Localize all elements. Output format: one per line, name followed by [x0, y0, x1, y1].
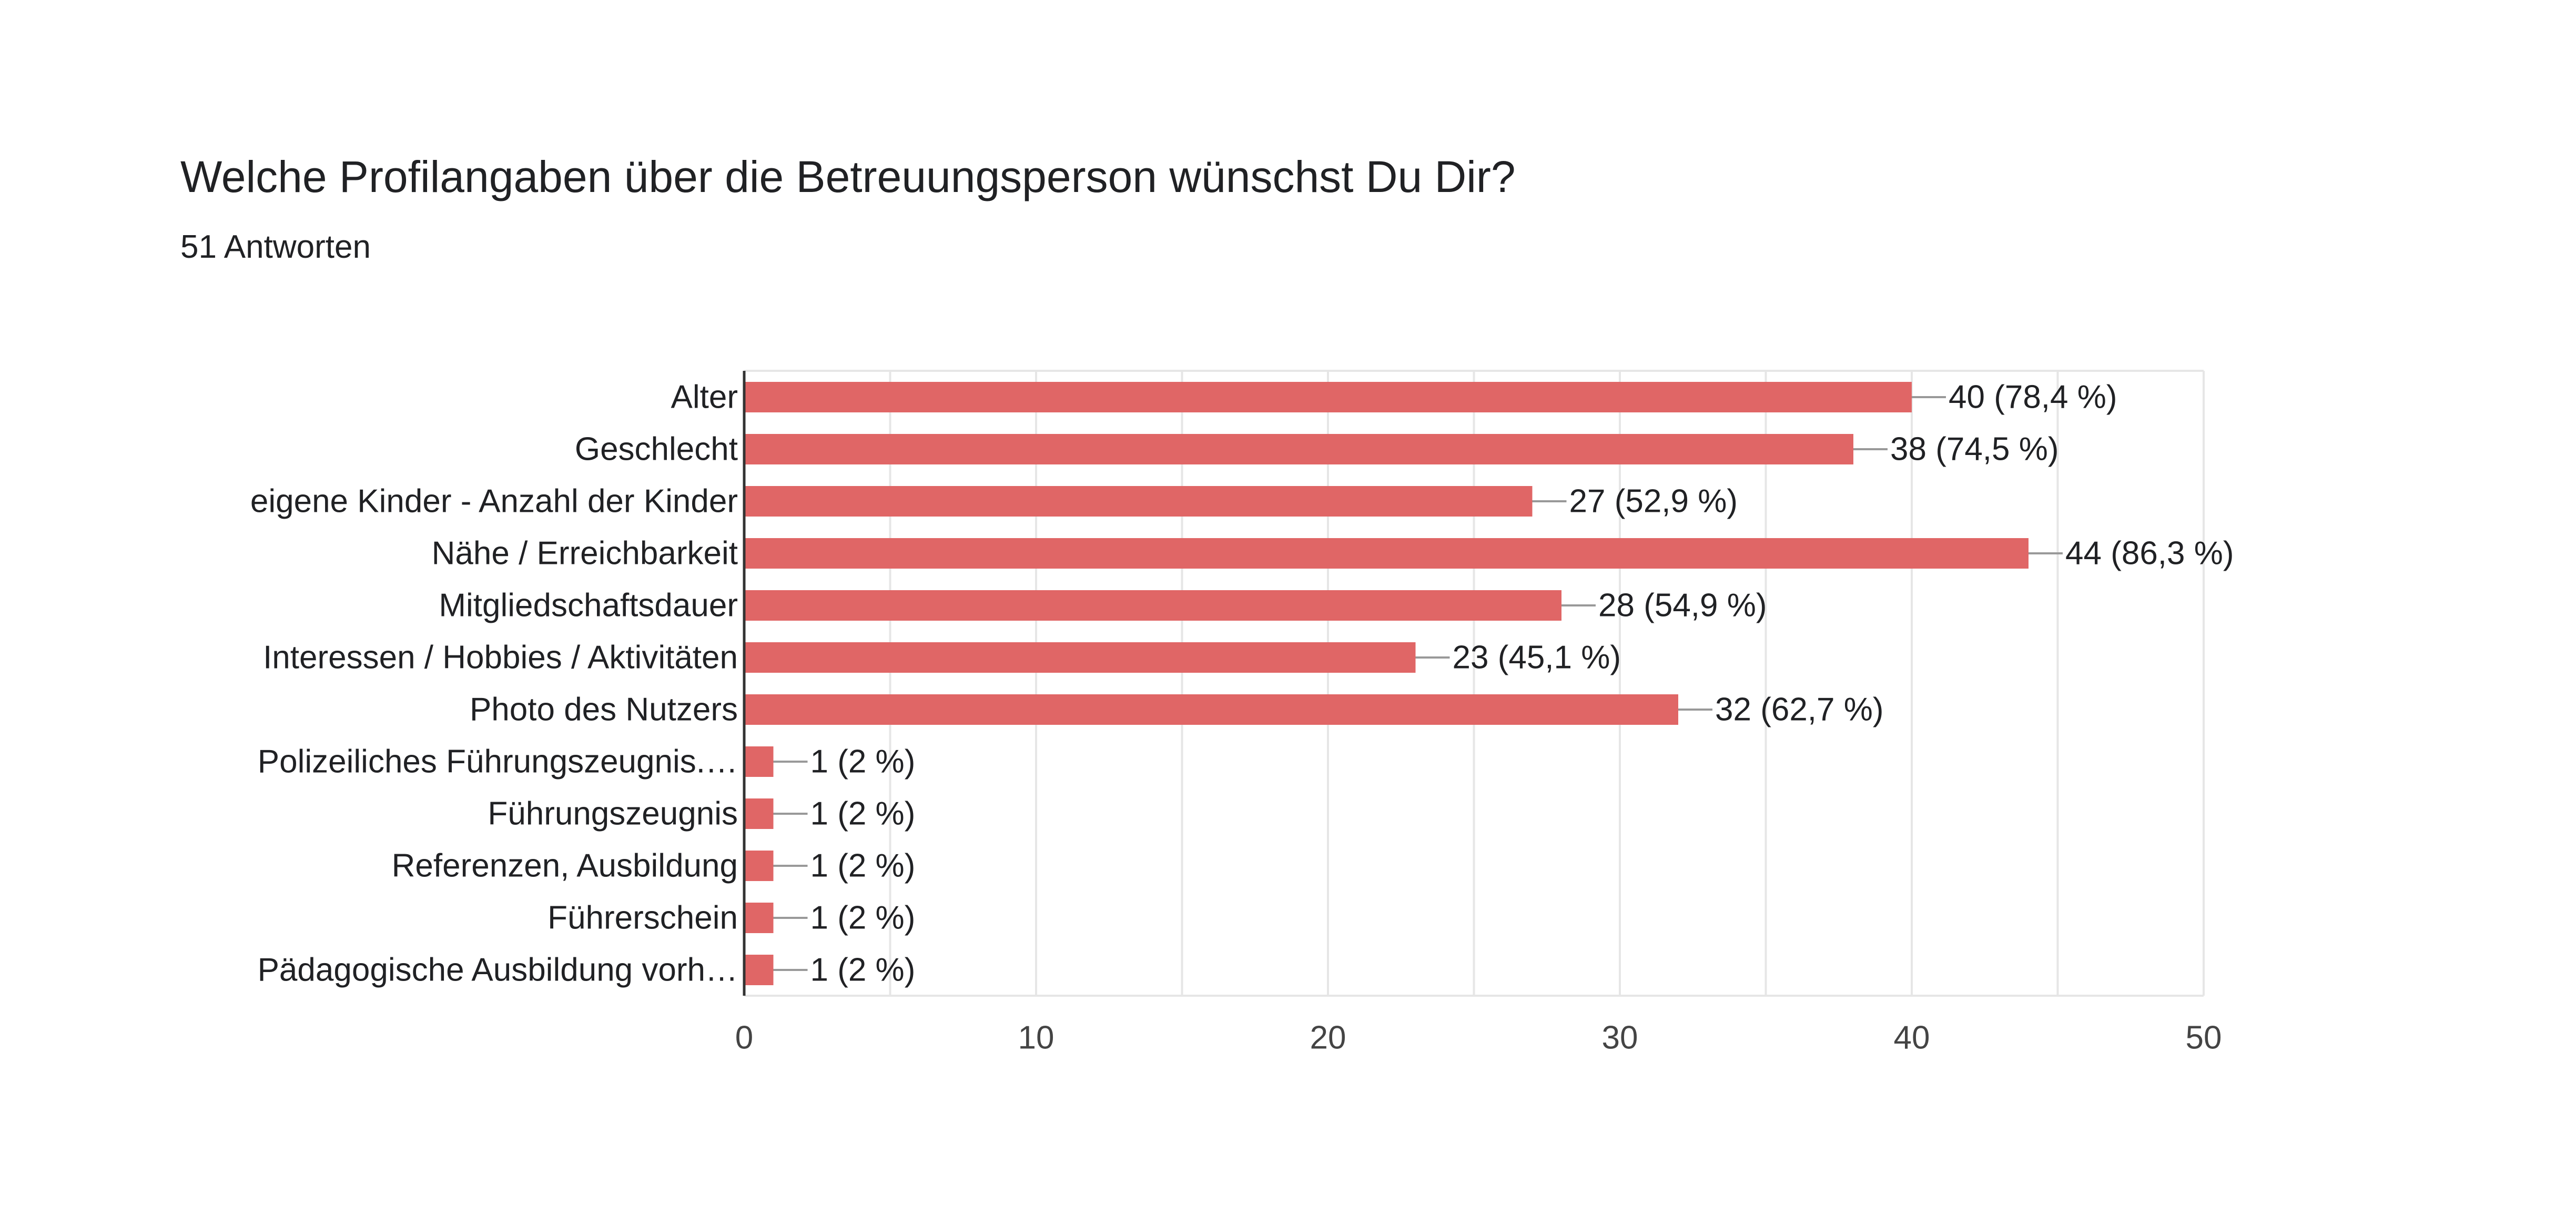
category-label: Führerschein — [547, 900, 738, 936]
bar — [744, 642, 1416, 673]
bar — [744, 851, 774, 881]
x-tick-label: 20 — [1310, 1020, 1346, 1056]
x-tick-label: 10 — [1018, 1020, 1054, 1056]
category-label: Alter — [671, 379, 738, 416]
category-label: Interessen / Hobbies / Aktivitäten — [263, 640, 738, 676]
gridlines — [744, 370, 2205, 997]
value-label: 27 (52,9 %) — [1569, 483, 1738, 520]
category-label: Pädagogische Ausbildung vorh… — [258, 952, 738, 988]
chart-title: Welche Profilangaben über die Betreuungs… — [180, 152, 1516, 201]
category-label: Polizeiliches Führungszeugnis.… — [258, 744, 738, 780]
category-label: Referenzen, Ausbildung — [392, 848, 738, 884]
bar — [744, 903, 774, 933]
value-label: 32 (62,7 %) — [1715, 692, 1884, 728]
bar — [744, 955, 774, 985]
value-label: 28 (54,9 %) — [1598, 588, 1767, 624]
value-label: 1 (2 %) — [810, 796, 916, 832]
value-label: 1 (2 %) — [810, 744, 916, 780]
value-label: 1 (2 %) — [810, 952, 916, 988]
value-label: 1 (2 %) — [810, 900, 916, 936]
x-tick-label: 50 — [2186, 1020, 2222, 1056]
response-count: 51 Antworten — [180, 229, 371, 266]
value-label: 44 (86,3 %) — [2065, 535, 2234, 572]
category-label: Führungszeugnis — [488, 796, 738, 832]
labels: 40 (78,4 %) Alter 38 (74,5 %) Geschlecht 27 … — [250, 379, 2234, 1056]
bar — [744, 486, 1533, 517]
value-label: 1 (2 %) — [810, 848, 916, 884]
x-tick-label: 0 — [735, 1020, 753, 1056]
x-tick-label: 30 — [1602, 1020, 1638, 1056]
category-label: Nähe / Erreichbarkeit — [432, 535, 738, 572]
bar — [744, 382, 1912, 412]
category-label: Mitgliedschaftsdauer — [439, 588, 738, 624]
bar — [744, 538, 2029, 569]
value-label: 38 (74,5 %) — [1890, 431, 2059, 468]
category-label: Geschlecht — [575, 431, 738, 468]
bar — [744, 434, 1853, 464]
category-label: Photo des Nutzers — [470, 692, 738, 728]
bar — [744, 694, 1678, 725]
value-label: 40 (78,4 %) — [1949, 379, 2117, 416]
x-tick-label: 40 — [1894, 1020, 1930, 1056]
bar — [744, 798, 774, 829]
bars — [744, 382, 2063, 985]
chart-header: Welche Profilangaben über die Betreuungs… — [180, 153, 1516, 266]
category-label: eigene Kinder - Anzahl der Kinder — [250, 483, 738, 520]
bar — [744, 746, 774, 777]
value-label: 23 (45,1 %) — [1453, 640, 1621, 676]
bar — [744, 590, 1561, 621]
